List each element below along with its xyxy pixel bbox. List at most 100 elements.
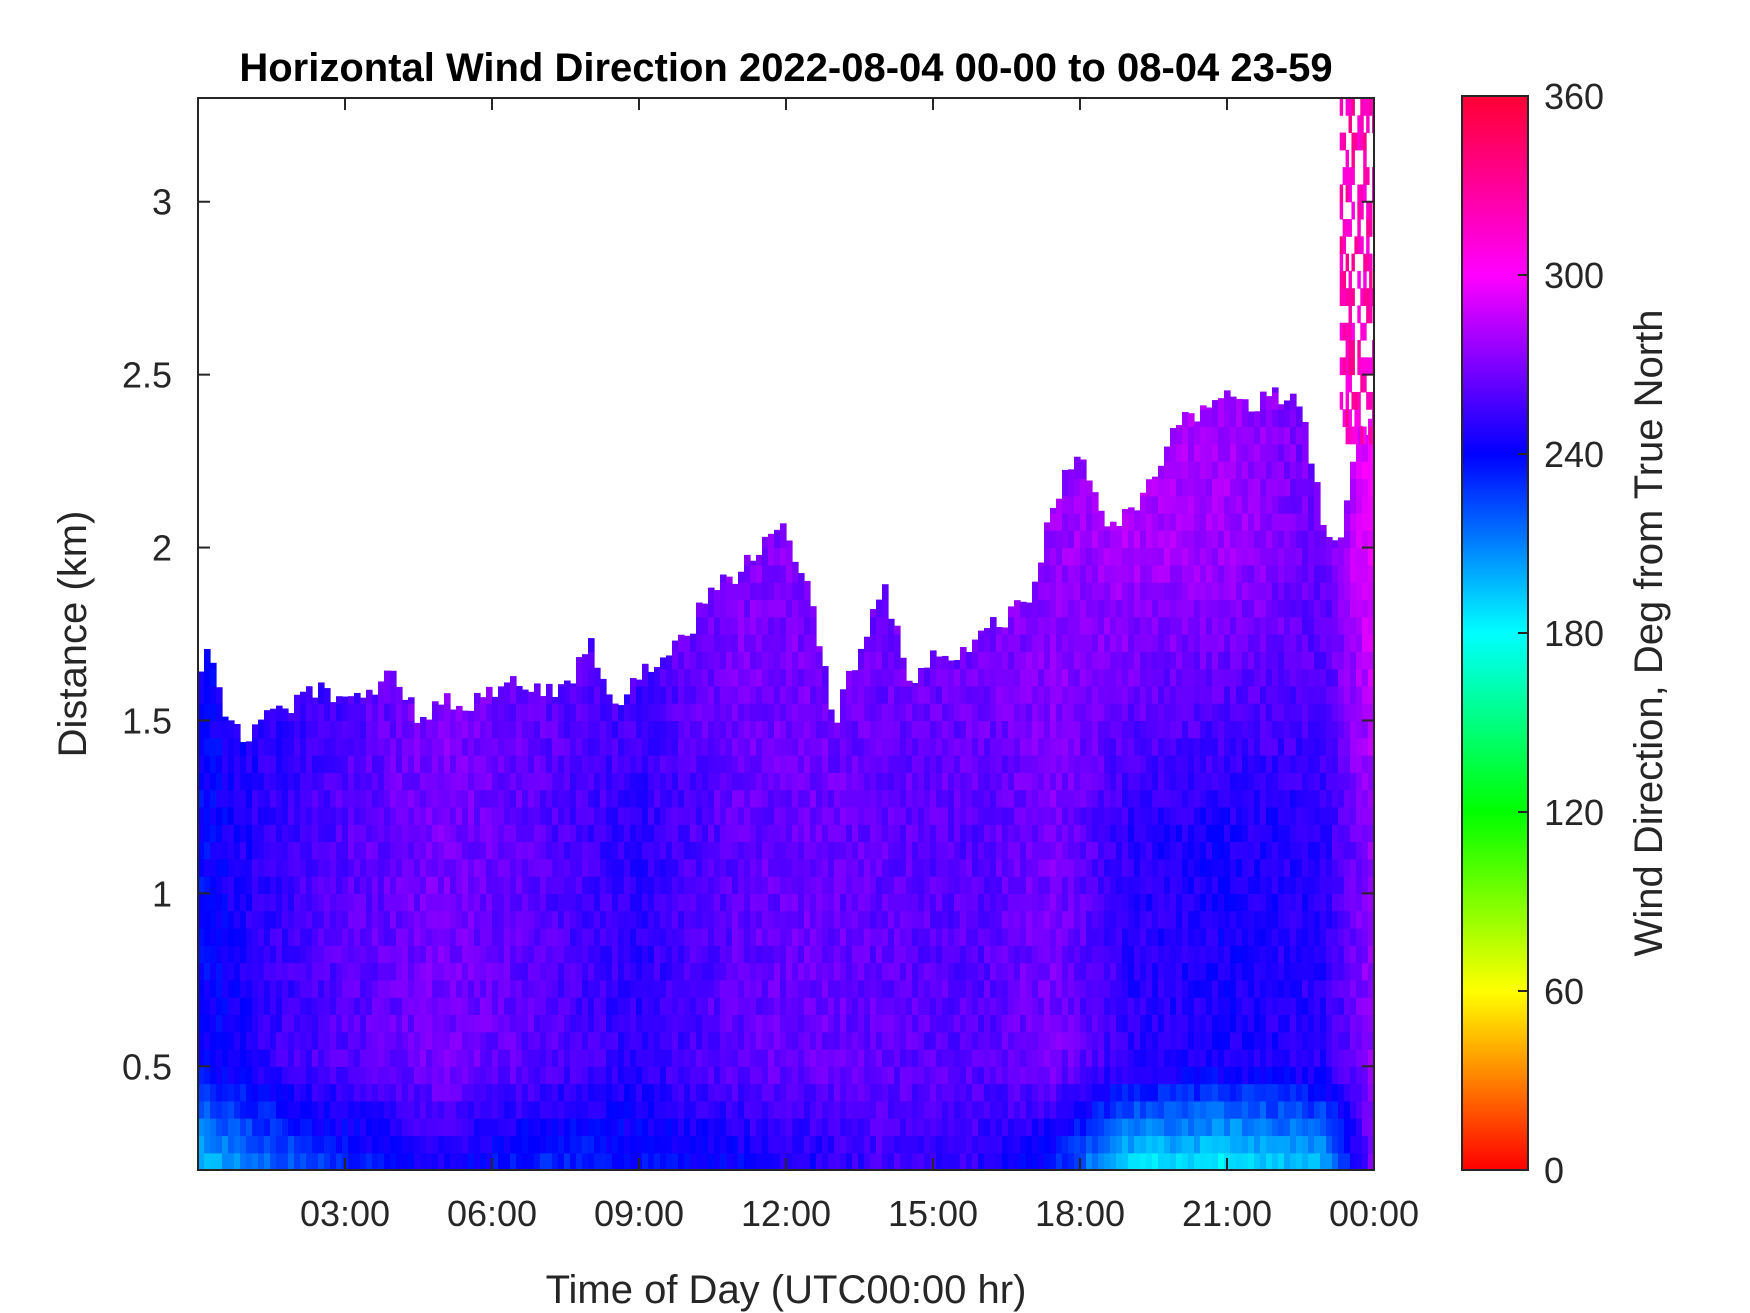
heatmap-cell <box>342 1083 349 1102</box>
heatmap-cell <box>426 1118 433 1137</box>
heatmap-cell <box>420 1135 427 1154</box>
heatmap-cell <box>504 789 511 808</box>
heatmap-cell <box>1014 1048 1021 1067</box>
heatmap-cell <box>222 841 229 860</box>
heatmap-cell <box>294 927 301 946</box>
heatmap-cell <box>948 685 955 704</box>
heatmap-cell <box>360 1135 367 1154</box>
heatmap-cell <box>594 945 601 964</box>
heatmap-cell <box>948 720 955 739</box>
heatmap-cell <box>324 979 331 998</box>
heatmap-cell <box>774 772 781 791</box>
heatmap-cell <box>1110 1066 1117 1085</box>
heatmap-cell <box>768 703 775 722</box>
heatmap-cell <box>906 824 913 843</box>
heatmap-cell <box>774 564 781 583</box>
heatmap-cell <box>456 1031 463 1050</box>
heatmap-cell <box>702 720 709 739</box>
heatmap-cell <box>726 910 733 929</box>
heatmap-cell <box>1068 979 1075 998</box>
heatmap-cell <box>600 927 607 946</box>
heatmap-cell <box>486 841 493 860</box>
heatmap-cell <box>450 1100 457 1119</box>
heatmap-cell <box>300 806 307 825</box>
heatmap-cell <box>810 1135 817 1154</box>
heatmap-cell <box>540 1066 547 1085</box>
heatmap-cell <box>912 703 919 722</box>
heatmap-cell <box>876 1135 883 1154</box>
heatmap-cell <box>636 1100 643 1119</box>
heatmap-cell <box>264 876 271 894</box>
heatmap-cell <box>738 703 745 722</box>
heatmap-cell <box>258 893 265 912</box>
heatmap-cell <box>990 841 997 860</box>
heatmap-cell <box>714 997 721 1015</box>
heatmap-cell <box>726 616 733 635</box>
heatmap-cell <box>456 893 463 912</box>
heatmap-cell <box>1134 962 1141 981</box>
heatmap-cell <box>336 945 343 964</box>
heatmap-cell <box>678 858 685 877</box>
heatmap-cell <box>336 1135 343 1154</box>
heatmap-cell <box>1092 772 1099 791</box>
heatmap-cell <box>876 737 883 756</box>
heatmap-cell <box>942 720 949 739</box>
heatmap-cell <box>912 1135 919 1154</box>
heatmap-cell <box>1104 685 1111 704</box>
heatmap-cell <box>210 1135 217 1154</box>
heatmap-cell <box>678 1066 685 1085</box>
heatmap-cell <box>756 962 763 981</box>
heatmap-cell <box>678 962 685 981</box>
heatmap-cell <box>588 1048 595 1067</box>
heatmap-cell <box>906 737 913 756</box>
heatmap-cell <box>1044 1014 1051 1033</box>
heatmap-cell <box>552 755 559 773</box>
heatmap-cell <box>822 1014 829 1033</box>
heatmap-cell <box>1080 651 1087 670</box>
heatmap-cell <box>312 824 319 843</box>
heatmap-cell <box>1110 720 1117 739</box>
heatmap-cell <box>600 720 607 739</box>
heatmap-cell <box>714 789 721 808</box>
heatmap-cell <box>756 927 763 946</box>
heatmap-cell <box>798 1031 805 1050</box>
heatmap-cell <box>1140 876 1147 894</box>
heatmap-cell <box>900 997 907 1015</box>
heatmap-cell <box>498 703 505 722</box>
heatmap-cell <box>1032 651 1039 670</box>
heatmap-cell <box>336 927 343 946</box>
heatmap-cell <box>498 1100 505 1119</box>
heatmap-cell <box>1014 1031 1021 1050</box>
heatmap-cell <box>420 806 427 825</box>
heatmap-cell <box>906 1118 913 1137</box>
heatmap-cell <box>714 634 721 652</box>
heatmap-cell <box>198 997 205 1015</box>
heatmap-cell <box>1062 668 1069 687</box>
heatmap-cell <box>1062 1066 1069 1085</box>
heatmap-cell <box>852 858 859 877</box>
heatmap-cell <box>894 737 901 756</box>
heatmap-cell <box>864 806 871 825</box>
heatmap-cell <box>834 927 841 946</box>
heatmap-cell <box>1014 927 1021 946</box>
heatmap-cell <box>198 685 205 704</box>
heatmap-cell <box>1080 720 1087 739</box>
heatmap-cell <box>654 772 661 791</box>
heatmap-cell <box>426 841 433 860</box>
heatmap-cell <box>456 1100 463 1119</box>
heatmap-cell <box>570 979 577 998</box>
heatmap-cell <box>1026 755 1033 773</box>
heatmap-cell <box>1014 668 1021 687</box>
heatmap-cell <box>546 945 553 964</box>
heatmap-cell <box>612 1118 619 1137</box>
heatmap-cell <box>432 927 439 946</box>
heatmap-cell <box>768 720 775 739</box>
heatmap-cell <box>438 737 445 756</box>
heatmap-cell <box>330 1100 337 1119</box>
heatmap-cell <box>666 1152 673 1170</box>
heatmap-cell <box>1050 962 1057 981</box>
heatmap-cell <box>1110 876 1117 894</box>
heatmap-cell <box>738 841 745 860</box>
heatmap-cell <box>1074 478 1081 497</box>
heatmap-cell <box>1092 634 1099 652</box>
